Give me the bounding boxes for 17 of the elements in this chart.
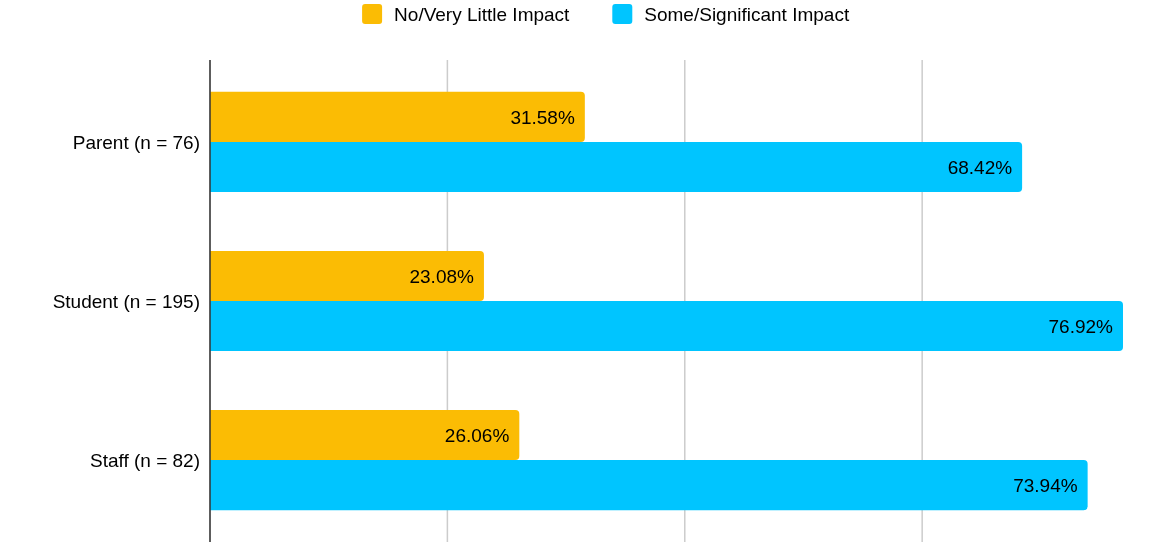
data-label: 23.08% (409, 265, 475, 287)
data-label: 31.58% (510, 106, 575, 128)
y-tick-label: Staff (n = 82) (89, 450, 200, 472)
legend-label: Some/Significant Impact (644, 4, 850, 25)
data-label: 76.92% (1048, 316, 1114, 338)
bar (210, 91, 585, 142)
bar (210, 460, 1088, 511)
data-label: 73.94% (1013, 475, 1078, 497)
legend-label: No/Very Little Impact (394, 4, 571, 25)
data-label: 68.42% (947, 156, 1013, 178)
bar (210, 409, 520, 461)
bar (210, 301, 1123, 352)
bar (210, 250, 484, 301)
bar (210, 141, 1023, 193)
y-tick-label: Parent (n = 76) (72, 131, 200, 153)
y-tick-label: Student (n = 195) (52, 291, 200, 312)
data-label: 26.06% (444, 425, 510, 447)
